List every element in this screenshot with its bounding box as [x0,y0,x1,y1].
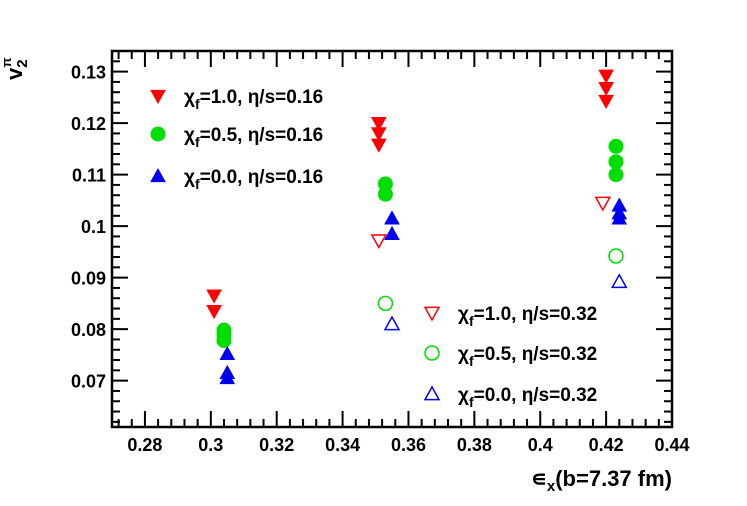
x-tick-label: 0.38 [457,435,492,455]
data-point-series-1 [608,154,624,170]
data-point-series-5 [611,273,628,289]
data-point-series-2 [219,345,236,360]
y-tick-label: 0.13 [71,63,106,83]
x-tick-label: 0.34 [325,435,360,455]
data-point-series-0 [206,305,222,320]
data-point-series-0 [370,127,387,142]
data-point-series-1 [608,167,624,183]
legend-label-5: χf=0.0, η/s=0.32 [458,385,597,410]
legend-label-0: χf=1.0, η/s=0.16 [184,87,323,112]
y-axis-title-sub: 2 [14,59,31,67]
data-point-series-0 [598,81,614,97]
data-point-series-2 [219,370,236,385]
x-tick-label: 0.44 [654,435,689,455]
x-tick-label: 0.28 [127,435,162,455]
data-point-series-3 [594,196,612,212]
data-point-series-1 [608,138,624,154]
plot-frame [110,49,674,429]
data-point-series-2 [611,210,628,225]
x-tick-label: 0.3 [198,435,223,455]
data-point-series-3 [370,234,388,250]
data-point-series-0 [206,289,222,304]
data-point-series-2 [384,210,400,225]
x-axis-title: ∊x(b=7.37 fm) [531,466,672,495]
y-tick-label: 0.12 [71,114,106,134]
data-point-series-0 [370,117,387,132]
data-point-series-1 [216,332,232,348]
legend-label-3: χf=1.0, η/s=0.32 [458,304,597,329]
y-axis-title-main: v [2,67,27,80]
data-point-series-4 [377,295,394,312]
y-tick-label: 0.1 [81,217,106,237]
y-axis-title-sup: π [0,57,14,67]
legend-marker-0 [150,89,166,105]
data-point-series-4 [608,248,624,264]
x-tick-label: 0.36 [391,435,426,455]
legend-marker-1 [150,126,166,142]
data-point-series-2 [384,225,400,240]
y-axis-title: v2π [0,57,31,80]
x-tick-label: 0.32 [259,435,294,455]
data-point-series-0 [598,94,614,109]
y-tick-label: 0.11 [72,166,106,186]
y-tick-label: 0.07 [71,372,106,392]
legend-marker-4 [424,345,440,361]
x-tick-label: 0.4 [528,435,553,455]
legend-marker-5 [423,385,441,401]
legend-label-4: χf=0.5, η/s=0.32 [458,344,597,369]
legend-marker-3 [423,306,441,322]
data-point-series-0 [598,69,614,84]
x-tick-label: 0.42 [589,435,624,455]
y-tick-label: 0.08 [71,320,106,340]
data-point-series-1 [377,186,393,202]
legend-label-1: χf=0.5, η/s=0.16 [184,125,323,150]
y-tick-label: 0.09 [71,269,106,289]
data-point-series-0 [370,138,387,153]
legend-label-2: χf=0.0, η/s=0.16 [184,167,323,192]
legend-marker-2 [150,167,166,183]
data-point-series-5 [383,315,401,331]
